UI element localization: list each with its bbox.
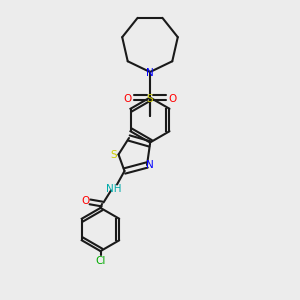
Text: S: S	[147, 94, 153, 103]
Text: S: S	[111, 151, 117, 160]
Text: O: O	[81, 196, 90, 206]
Text: O: O	[168, 94, 176, 103]
Text: N: N	[146, 160, 154, 170]
Text: O: O	[124, 94, 132, 103]
Text: N: N	[146, 68, 154, 78]
Text: Cl: Cl	[95, 256, 106, 266]
Text: NH: NH	[106, 184, 122, 194]
